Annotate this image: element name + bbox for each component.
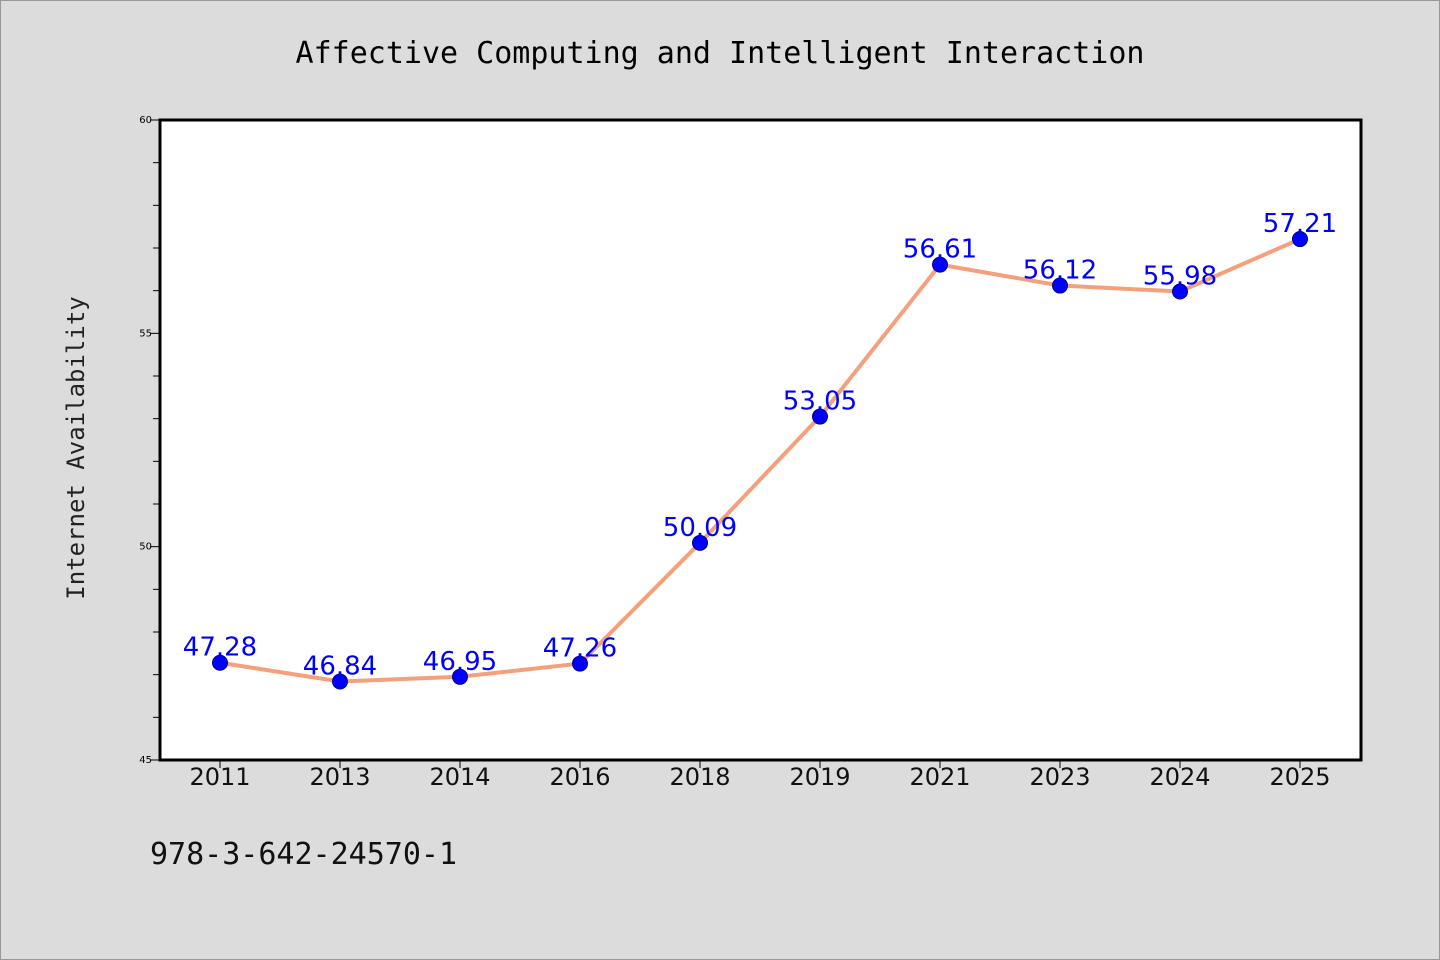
- data-point: [1172, 283, 1188, 300]
- x-tick-label: 2018: [669, 763, 730, 791]
- x-tick-label: 2024: [1149, 763, 1210, 791]
- data-point: [1292, 231, 1308, 248]
- data-label: 56.61: [903, 235, 977, 265]
- data-point: [932, 256, 948, 273]
- data-point: [812, 408, 828, 425]
- data-label: 47.26: [543, 634, 617, 664]
- data-point: [212, 654, 228, 671]
- x-tick-label: 2013: [309, 763, 370, 791]
- x-axis: 2011 2013 2014 2016 2018 2019 2021 2023 2024 2025: [189, 760, 1331, 791]
- x-tick-label: 2023: [1029, 763, 1090, 791]
- data-point: [332, 673, 348, 690]
- x-tick-label: 2014: [429, 763, 490, 791]
- data-point: [572, 655, 588, 672]
- x-tick-label: 2019: [789, 763, 850, 791]
- data-label: 46.95: [423, 647, 497, 677]
- plot-area: [160, 120, 1361, 760]
- chart-title: Affective Computing and Intelligent Inte…: [296, 36, 1145, 71]
- plot-frame: [158, 118, 1363, 762]
- data-label: 53.05: [783, 387, 857, 417]
- x-tick-label: 2011: [189, 763, 250, 791]
- data-point: [1052, 277, 1068, 294]
- data-point: [692, 534, 708, 551]
- data-label: 47.28: [183, 633, 257, 663]
- footer-isbn: 978-3-642-24570-1: [150, 837, 457, 872]
- data-point: [452, 668, 468, 685]
- series-line: [219, 237, 1301, 684]
- data-label: 50.09: [663, 513, 737, 543]
- x-tick-label: 2021: [909, 763, 970, 791]
- data-labels: 47.28 46.84 46.95 47.26 50.09 53.05 56.61 56.12…: [183, 209, 1337, 681]
- y-tick-label: 60: [139, 115, 152, 126]
- x-tick-label: 2025: [1269, 763, 1330, 791]
- y-tick-label: 45: [139, 755, 152, 766]
- y-tick-label: 55: [139, 328, 152, 339]
- data-label: 57.21: [1263, 209, 1337, 239]
- data-label: 55.98: [1143, 262, 1217, 292]
- x-tick-label: 2016: [549, 763, 610, 791]
- y-tick-label: 50: [139, 542, 152, 553]
- data-label: 46.84: [303, 651, 377, 681]
- data-label: 56.12: [1023, 256, 1097, 286]
- data-markers: [212, 231, 1308, 690]
- y-axis-label: Internet Availability: [62, 296, 90, 599]
